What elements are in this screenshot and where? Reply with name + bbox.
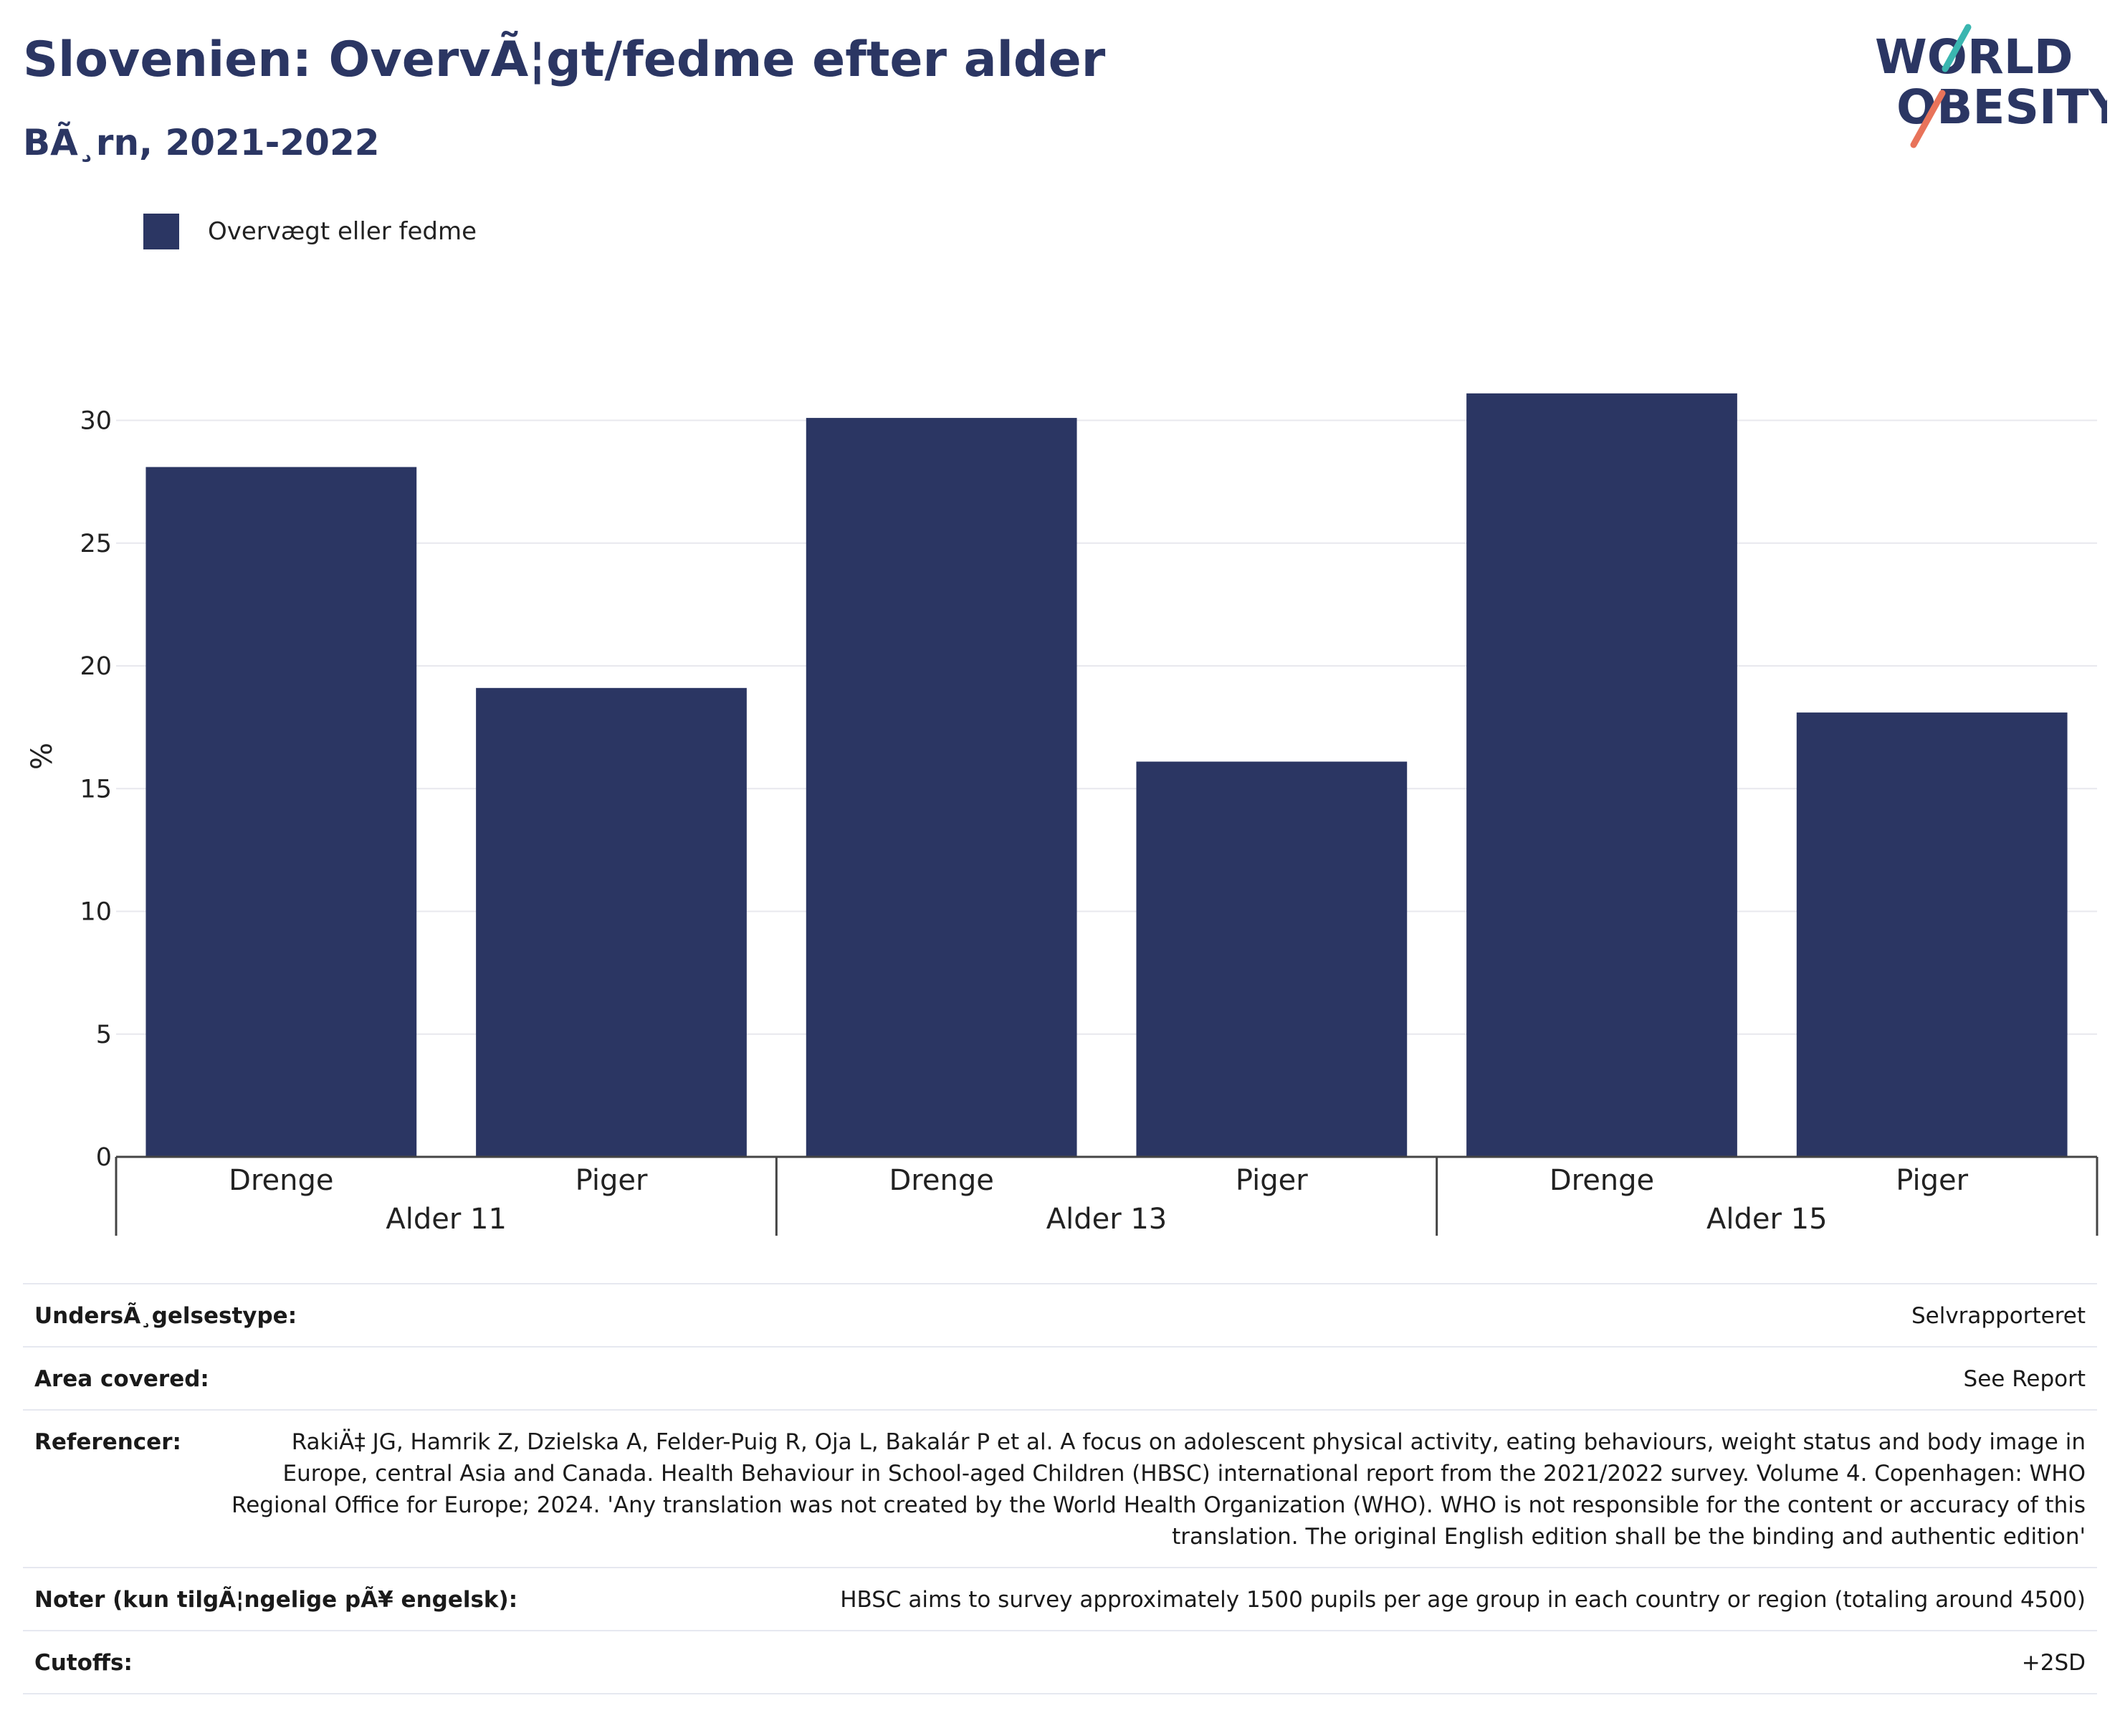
x-category-label: Piger (1236, 1164, 1308, 1197)
bar (1796, 712, 2068, 1157)
x-category-label: Drenge (1550, 1164, 1654, 1197)
y-tick-label: 5 (96, 1021, 112, 1049)
logo-line-1: WORLD (1875, 29, 2073, 85)
info-row: Referencer: RakiÄ‡ JG, Hamrik Z, Dzielska… (23, 1409, 2097, 1567)
info-value: +2SD (2021, 1650, 2086, 1676)
y-tick-label: 0 (96, 1143, 112, 1172)
info-key: UndersÃ¸gelsestype: (34, 1303, 297, 1329)
y-tick-label: 15 (80, 775, 112, 803)
chart-title: Slovenien: OvervÃ¦gt/fedme efter alder (23, 32, 1106, 88)
bar (1466, 393, 1737, 1158)
y-tick-label: 30 (80, 407, 112, 436)
legend-swatch (143, 214, 179, 249)
info-key: Referencer: (34, 1429, 181, 1455)
bar (806, 418, 1077, 1158)
x-group-label: Alder 11 (386, 1203, 507, 1236)
info-key: Cutoffs: (34, 1650, 133, 1676)
info-row: Cutoffs: +2SD (23, 1630, 2097, 1694)
y-tick-label: 25 (80, 530, 112, 558)
bar (476, 687, 747, 1157)
info-value: HBSC aims to survey approximately 1500 p… (840, 1587, 2086, 1613)
logo-slash-teal (1942, 24, 1972, 72)
x-category-label: Drenge (229, 1164, 333, 1197)
info-value: Selvrapporteret (1911, 1303, 2086, 1329)
bar (145, 467, 417, 1157)
info-key: Area covered: (34, 1366, 209, 1392)
x-group-label: Alder 13 (1046, 1203, 1168, 1236)
chart-subtitle: BÃ¸rn, 2021-2022 (23, 122, 380, 163)
axes (115, 1155, 2098, 1236)
info-value: See Report (1963, 1366, 2086, 1392)
grid-lines (116, 419, 2097, 1035)
bars (145, 393, 2068, 1158)
logo-slash-coral (1910, 90, 1946, 148)
info-row: Area covered: See Report (23, 1346, 2097, 1409)
x-category-label: Drenge (889, 1164, 994, 1197)
x-category-label: Piger (1896, 1164, 1968, 1197)
y-tick-label: 10 (80, 898, 112, 927)
info-row: Noter (kun tilgÃ¦ngelige pÃ¥ engelsk): HB… (23, 1567, 2097, 1630)
legend-label: Overvægt eller fedme (208, 217, 477, 246)
info-value: RakiÄ‡ JG, Hamrik Z, Dzielska A, Felder-… (231, 1429, 2086, 1550)
axis-labels: 0 5 10 15 20 25 30% Drenge Piger Drenge Piger Dreng… (26, 407, 1969, 1236)
info-row: UndersÃ¸gelsestype: Selvrapporteret (23, 1283, 2097, 1346)
info-table: UndersÃ¸gelsestype: Selvrapporteret Area c… (23, 1283, 2097, 1694)
x-category-label: Piger (576, 1164, 648, 1197)
info-key: Noter (kun tilgÃ¦ngelige pÃ¥ engelsk): (34, 1587, 518, 1613)
chart-legend: Overvægt eller fedme (143, 213, 477, 250)
bar (1136, 761, 1408, 1157)
x-group-label: Alder 15 (1706, 1203, 1828, 1236)
bar-chart: 0 5 10 15 20 25 30% Drenge Piger Drenge Piger Dreng… (26, 393, 2098, 1236)
y-axis-title: % (26, 743, 59, 770)
world-obesity-logo: WORLD OBESITY (1875, 24, 2107, 148)
y-tick-label: 20 (80, 652, 112, 681)
